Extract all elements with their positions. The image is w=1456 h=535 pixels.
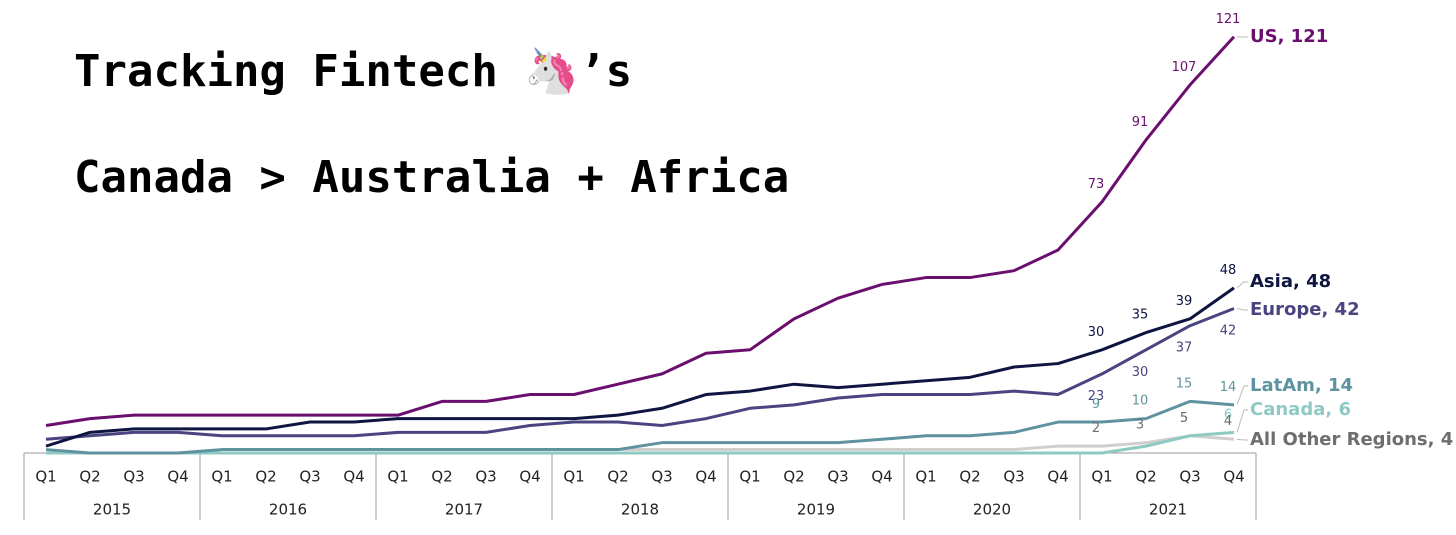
leader-line bbox=[1236, 281, 1248, 289]
x-group-label: 2020 bbox=[973, 501, 1011, 519]
x-tick-label: Q4 bbox=[167, 468, 188, 486]
data-label: 35 bbox=[1132, 308, 1149, 323]
leader-line bbox=[1236, 385, 1248, 406]
data-label: 23 bbox=[1088, 389, 1105, 404]
data-label: 30 bbox=[1088, 325, 1105, 340]
data-label: 9 bbox=[1092, 397, 1100, 412]
x-tick-label: Q4 bbox=[695, 468, 716, 486]
plot bbox=[45, 35, 1236, 455]
x-tick-label: Q4 bbox=[1047, 468, 1068, 486]
data-label: 10 bbox=[1132, 394, 1149, 409]
x-group-label: 2015 bbox=[93, 501, 131, 519]
x-tick-label: Q2 bbox=[783, 468, 804, 486]
x-tick-label: Q4 bbox=[343, 468, 364, 486]
x-tick-label: Q3 bbox=[1179, 468, 1200, 486]
chart-title: Tracking Fintech 🦄’s bbox=[74, 46, 632, 97]
x-group-label: 2018 bbox=[621, 501, 659, 519]
line bbox=[45, 399, 1235, 455]
chart-subtitle: Canada > Australia + Africa bbox=[74, 152, 789, 203]
x-axis: Q1 Q2 Q3 Q4 Q1 Q2 Q3 Q4 Q1 Q2 Q3 Q4 Q1 Q2 Q3 Q4 Q1 Q2 Q3 Q4… bbox=[23, 452, 1257, 520]
line bbox=[45, 286, 1235, 448]
x-tick-label: Q4 bbox=[519, 468, 540, 486]
x-tick-label: Q1 bbox=[563, 468, 584, 486]
end-label: Asia, 48 bbox=[1250, 271, 1331, 292]
x-tick-label: Q2 bbox=[959, 468, 980, 486]
data-label: 37 bbox=[1176, 341, 1193, 356]
x-tick-label: Q1 bbox=[739, 468, 760, 486]
end-label: US, 121 bbox=[1250, 26, 1328, 47]
data-label: 5 bbox=[1180, 411, 1188, 426]
leader-line bbox=[1236, 409, 1248, 433]
data-label: 30 bbox=[1132, 365, 1149, 380]
data-label: 15 bbox=[1176, 376, 1193, 391]
x-tick-label: Q2 bbox=[79, 468, 100, 486]
x-tick-label: Q3 bbox=[827, 468, 848, 486]
data-label: 48 bbox=[1220, 263, 1237, 278]
x-tick-label: Q2 bbox=[255, 468, 276, 486]
leader-line bbox=[1236, 438, 1248, 441]
data-label: 6 bbox=[1224, 407, 1232, 422]
end-label: LatAm, 14 bbox=[1250, 375, 1353, 396]
data-label: 2 bbox=[1092, 421, 1100, 436]
data-label: 73 bbox=[1088, 177, 1105, 192]
x-tick-label: Q3 bbox=[299, 468, 320, 486]
x-group-label: 2017 bbox=[445, 501, 483, 519]
data-label: 3 bbox=[1136, 418, 1144, 433]
x-tick-label: Q2 bbox=[607, 468, 628, 486]
end-label: All Other Regions, 4 bbox=[1250, 429, 1453, 450]
x-tick-label: Q1 bbox=[915, 468, 936, 486]
x-tick-label: Q2 bbox=[1135, 468, 1156, 486]
x-tick-label: Q3 bbox=[123, 468, 144, 486]
x-tick-label: Q1 bbox=[35, 468, 56, 486]
x-tick-label: Q1 bbox=[1091, 468, 1112, 486]
x-tick-label: Q3 bbox=[1003, 468, 1024, 486]
data-label: 4 bbox=[1224, 414, 1232, 429]
end-label: Canada, 6 bbox=[1250, 399, 1351, 420]
x-tick-label: Q1 bbox=[211, 468, 232, 486]
end-label: Europe, 42 bbox=[1250, 299, 1360, 320]
data-label: 107 bbox=[1172, 60, 1197, 75]
leader-line bbox=[1236, 308, 1248, 311]
x-tick-label: Q2 bbox=[431, 468, 452, 486]
x-group-label: 2016 bbox=[269, 501, 307, 519]
x-group-label: 2021 bbox=[1149, 501, 1187, 519]
x-tick-label: Q4 bbox=[871, 468, 892, 486]
line bbox=[45, 35, 1236, 427]
x-group-label: 2019 bbox=[797, 501, 835, 519]
data-label: 42 bbox=[1220, 324, 1237, 339]
line bbox=[45, 307, 1235, 441]
data-label: 5 bbox=[1180, 411, 1188, 426]
data-label: 14 bbox=[1220, 380, 1237, 395]
x-tick-label: Q3 bbox=[651, 468, 672, 486]
x-tick-label: Q4 bbox=[1223, 468, 1244, 486]
x-tick-label: Q3 bbox=[475, 468, 496, 486]
data-label: 121 bbox=[1216, 12, 1241, 27]
line bbox=[46, 430, 1235, 455]
data-label: 39 bbox=[1176, 294, 1193, 309]
x-tick-label: Q1 bbox=[387, 468, 408, 486]
data-label: 91 bbox=[1132, 115, 1149, 130]
